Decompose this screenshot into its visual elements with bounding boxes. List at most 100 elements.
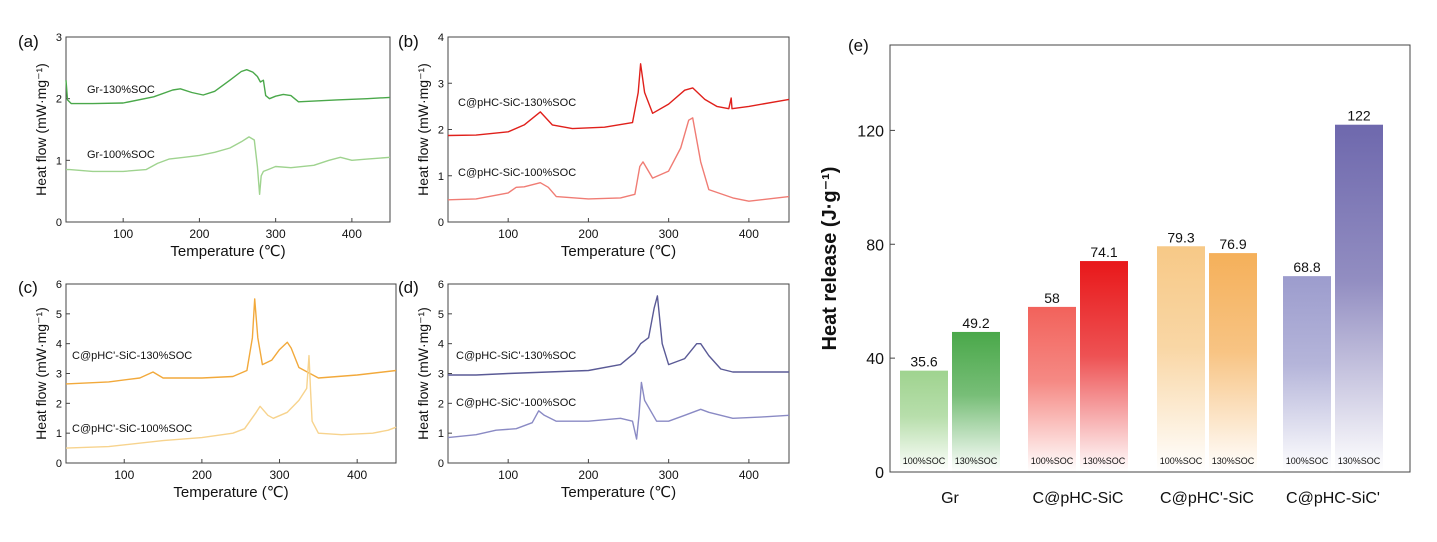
bar-2-1 [1209,253,1257,472]
y-tick-label: 2 [438,125,444,137]
x-tick-label: 200 [192,468,212,482]
y-axis-label: Heat release (J·g⁻¹) [819,167,841,351]
y-tick-label: 1 [56,155,62,167]
panel-letter: (c) [18,278,38,297]
plot-frame [65,283,397,464]
x-tick-label: 200 [189,227,209,241]
bar-2-0 [1157,246,1205,472]
series-label-1: C@pHC-SiC'-100%SOC [456,397,576,409]
x-tick-label: 100 [498,227,518,241]
y-tick-label: 4 [438,339,444,351]
x-tick-label: 300 [659,468,679,482]
bar-value-label: 79.3 [1167,229,1194,245]
y-axis-label: Heat flow (mW·mg⁻¹) [415,63,431,196]
bar-value-label: 49.2 [962,315,989,331]
y-axis-label: Heat flow (mW·mg⁻¹) [415,307,431,440]
bar-sublabel: 130%SOC [1212,456,1255,466]
y-tick-label: 0 [56,458,62,470]
bar-1-1 [1080,261,1128,472]
series-line-1 [65,354,397,449]
x-tick-label: 400 [739,227,759,241]
y-tick-label: 3 [56,32,62,44]
plot-frame [889,44,1411,473]
y-tick-label: 1 [438,171,444,183]
y-tick-label: 1 [56,428,62,440]
bar-value-label: 74.1 [1090,244,1117,260]
y-tick-label: 40 [866,351,884,368]
series-label-0: Gr-130%SOC [87,84,155,96]
y-axis-label: Heat flow (mW·mg⁻¹) [33,307,49,440]
series-line-0 [65,298,397,385]
y-tick-label: 2 [56,398,62,410]
y-tick-label: 0 [56,217,62,229]
y-tick-label: 1 [438,428,444,440]
x-tick-label: 300 [270,468,290,482]
x-tick-label: 400 [342,227,362,241]
bar-sublabel: 130%SOC [1338,456,1381,466]
series-label-1: C@pHC'-SiC-100%SOC [72,423,192,435]
y-axis-label: Heat flow (mW·mg⁻¹) [33,63,49,196]
panel-a: 100 200 300 400 0 1 2 3 Temperature (℃) Heat flow… [18,32,391,260]
panel-letter: (d) [398,278,419,297]
panel-letter: (e) [848,36,869,55]
y-tick-label: 0 [438,458,444,470]
x-tick-label: 300 [266,227,286,241]
series-line-0 [448,295,789,376]
panel-c: 100 200 300 400 0 1 2 3 4 5 6 Temperature (℃) Heat f… [18,278,397,501]
bar-0-1 [952,331,1000,472]
y-tick-label: 5 [438,309,444,321]
category-label-1: C@pHC-SiC [1033,490,1124,507]
x-axis-label: Temperature (℃) [561,243,676,260]
bar-1-0 [1028,306,1076,472]
bar-3-1 [1335,124,1383,472]
y-tick-label: 6 [56,279,62,291]
y-tick-label: 6 [438,279,444,291]
bar-3-0 [1283,276,1331,472]
x-tick-label: 100 [114,468,134,482]
x-axis-label: Temperature (℃) [561,484,676,501]
x-axis-label: Temperature (℃) [173,484,288,501]
series-label-0: C@pHC-SiC'-130%SOC [456,350,576,362]
bar-value-label: 35.6 [910,354,937,370]
bar-sublabel: 100%SOC [1160,456,1203,466]
bar-sublabel: 130%SOC [955,456,998,466]
y-tick-label: 4 [56,339,62,351]
series-label-1: Gr-100%SOC [87,149,155,161]
y-tick-label: 80 [866,237,884,254]
series-label-1: C@pHC-SiC-100%SOC [458,167,576,179]
panel-b: 100 200 300 400 0 1 2 3 4 Temperature (℃) Heat flo… [398,32,790,260]
y-tick-label: 5 [56,309,62,321]
x-tick-label: 400 [739,468,759,482]
y-tick-label: 3 [56,369,62,381]
series-line-0 [447,63,790,137]
y-tick-label: 3 [438,369,444,381]
series-line-0 [65,68,391,105]
y-tick-label: 2 [438,398,444,410]
series-label-0: C@pHC-SiC-130%SOC [458,97,576,109]
y-tick-label: 0 [875,465,884,482]
bar-value-label: 68.8 [1293,259,1320,275]
panel-e: (e) 0 40 80 120 Heat release (J·g⁻¹) Gr 35.6 100… [819,36,1411,507]
x-tick-label: 200 [578,468,598,482]
panel-letter: (b) [398,32,419,51]
bar-sublabel: 100%SOC [1031,456,1074,466]
y-tick-label: 120 [857,123,884,140]
bar-value-label: 76.9 [1219,236,1246,252]
bar-sublabel: 100%SOC [903,456,946,466]
y-tick-label: 4 [438,32,444,44]
panel-letter: (a) [18,32,39,51]
series-label-0: C@pHC'-SiC-130%SOC [72,350,192,362]
series-line-1 [66,136,391,196]
y-tick-label: 2 [56,94,62,106]
bar-value-label: 58 [1044,290,1060,306]
x-tick-label: 300 [659,227,679,241]
series-line-1 [447,381,790,440]
bar-value-label: 122 [1347,108,1371,124]
x-tick-label: 100 [113,227,133,241]
bar-sublabel: 130%SOC [1083,456,1126,466]
bar-sublabel: 100%SOC [1286,456,1329,466]
category-label-3: C@pHC-SiC' [1286,490,1380,507]
category-label-2: C@pHC'-SiC [1160,490,1254,507]
panel-d: 100 200 300 400 0 1 2 3 4 5 6 Temperature (℃) Heat f… [398,278,790,501]
